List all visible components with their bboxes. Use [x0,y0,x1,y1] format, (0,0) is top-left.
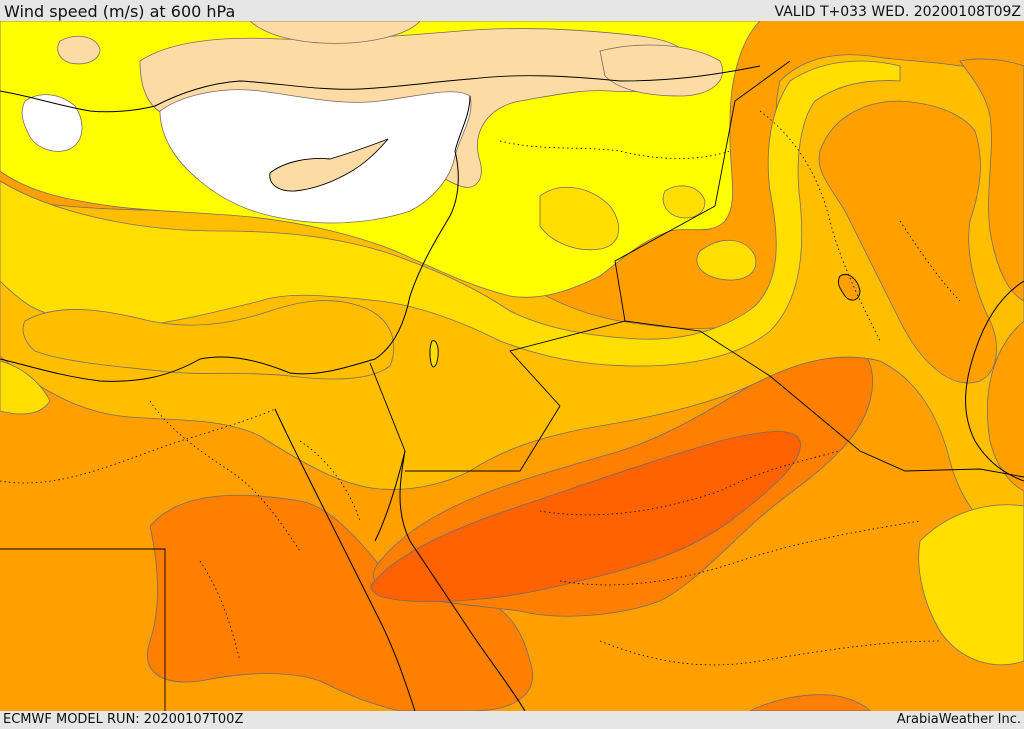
field-gold-coast-west [0,360,51,415]
field-deep-orange-west [147,494,533,711]
border-syria-iraq [714,60,791,207]
dead-sea [429,340,439,368]
wind-speed-map[interactable] [0,21,1024,711]
field-white-med [159,89,472,224]
credit-label: ArabiaWeather Inc. [896,712,1021,727]
footer-bar: ECMWF MODEL RUN: 20200107T00Z ArabiaWeat… [0,711,1024,729]
field-pale-black-sea-coast [249,21,421,44]
field-pale-turkey-east [599,44,723,97]
border-saudi-iraq [624,320,1024,478]
field-deep-orange-south [749,694,871,711]
field-gold-east-syria [696,239,757,281]
cyprus [269,138,389,192]
border-turkey-syria [469,65,761,82]
coastline-egypt-levant [0,95,471,382]
field-red-orange-core [370,431,801,603]
field-gold [0,60,901,367]
field-amber-egypt-coast [22,300,394,380]
border-saudi-sinai [405,405,561,472]
field-gold-syria-lobe [662,185,706,219]
header-bar: Wind speed (m/s) at 600 hPa VALID T+033 … [0,0,1024,21]
border-egypt-israel [369,362,406,452]
field-orange-iraq [818,100,997,384]
coastline-gulf-of-aqaba [374,450,406,542]
border-egypt-libya [0,548,166,711]
model-run-label: ECMWF MODEL RUN: 20200107T00Z [3,712,244,727]
field-orange-gulf [959,58,1024,302]
map-title: Wind speed (m/s) at 600 hPa [4,2,236,21]
lake-iraq [837,274,861,301]
coastline-red-sea-east [399,450,526,711]
valid-time-label: VALID T+033 WED. 20200108T09Z [774,4,1021,20]
coastline-red-sea-west [274,408,416,711]
internal-borders [0,110,961,666]
field-gold-gulf-lobe [918,504,1024,666]
field-white-aegean [21,94,83,152]
map-canvas [0,21,1024,711]
field-gold-jordan-lobe [539,186,619,251]
coastline-turkey-south [0,78,471,113]
coastline-persian-gulf [965,280,1024,482]
field-pale-aegean [57,35,101,65]
